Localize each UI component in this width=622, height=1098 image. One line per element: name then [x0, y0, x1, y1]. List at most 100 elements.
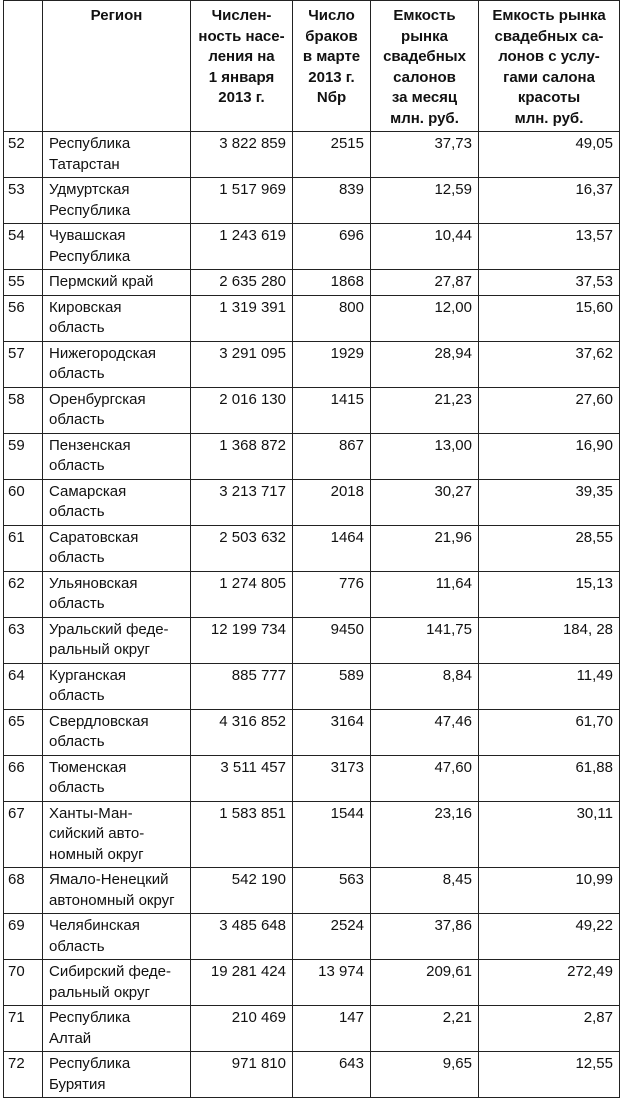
table-cell: 2 635 280 — [190, 269, 293, 296]
table-cell: 57 — [3, 340, 43, 388]
table-cell: 867 — [292, 432, 371, 480]
table-cell: 971 810 — [190, 1051, 293, 1098]
table-cell: Челябинская область — [42, 913, 191, 960]
table-cell: 15,60 — [478, 294, 620, 342]
table-cell: 3164 — [292, 708, 371, 756]
table-cell: 37,62 — [478, 340, 620, 388]
table-cell: Курганская область — [42, 662, 191, 710]
table-cell: 1 274 805 — [190, 570, 293, 618]
table-cell: Пензенская область — [42, 432, 191, 480]
table-row: 56 Кировская область 1 319 391 800 12,00 15,6… — [3, 294, 620, 342]
table-cell: 56 — [3, 294, 43, 342]
table-cell: 61,88 — [478, 754, 620, 802]
table-cell: 13 974 — [292, 959, 371, 1006]
table-cell: 563 — [292, 867, 371, 914]
table-cell: 69 — [3, 913, 43, 960]
table-cell: 61,70 — [478, 708, 620, 756]
table-cell: 272,49 — [478, 959, 620, 1006]
header-cell: Емкость рынка свадебных са- лонов с услу… — [478, 0, 620, 132]
table-cell: 2018 — [292, 478, 371, 526]
table-cell: 19 281 424 — [190, 959, 293, 1006]
table-cell: 37,53 — [478, 269, 620, 296]
header-row: Регион Числен- ность насе- ления на 1 янв… — [3, 0, 620, 132]
table-cell: 13,00 — [370, 432, 479, 480]
table-cell: Саратовская область — [42, 524, 191, 572]
table-cell: 10,99 — [478, 867, 620, 914]
table-row: 63 Уральский феде- ральный округ 12 199 73… — [3, 616, 620, 664]
table-cell: 58 — [3, 386, 43, 434]
table-cell: 209,61 — [370, 959, 479, 1006]
table-cell: 3 213 717 — [190, 478, 293, 526]
table-cell: Оренбургская область — [42, 386, 191, 434]
table-cell: 2 503 632 — [190, 524, 293, 572]
table-cell: 12,00 — [370, 294, 479, 342]
table-cell: Кировская область — [42, 294, 191, 342]
table-cell: Пермский край — [42, 269, 191, 296]
table-cell: 2524 — [292, 913, 371, 960]
table-cell: 9,65 — [370, 1051, 479, 1098]
table-cell: 54 — [3, 223, 43, 270]
table-row: 66 Тюменская область 3 511 457 3173 47,60 61,… — [3, 754, 620, 802]
table-cell: 28,55 — [478, 524, 620, 572]
table-cell: Самарская область — [42, 478, 191, 526]
table-cell: 37,86 — [370, 913, 479, 960]
table-cell: 885 777 — [190, 662, 293, 710]
header-cell: Емкость рынка свадебных салонов за месяц… — [370, 0, 479, 132]
table-cell: 1415 — [292, 386, 371, 434]
table-cell: 65 — [3, 708, 43, 756]
table-row: 58 Оренбургская область 2 016 130 1415 21,23… — [3, 386, 620, 434]
table-row: 67 Ханты-Ман- сийский авто- номный округ 1… — [3, 800, 620, 868]
table-cell: 210 469 — [190, 1005, 293, 1052]
table-cell: 8,84 — [370, 662, 479, 710]
table-cell: 63 — [3, 616, 43, 664]
table-cell: 13,57 — [478, 223, 620, 270]
table-cell: 1 368 872 — [190, 432, 293, 480]
table-cell: Республика Бурятия — [42, 1051, 191, 1098]
table-row: 53 Удмуртская Республика 1 517 969 839 12,59… — [3, 177, 620, 224]
header-cell: Числен- ность насе- ления на 1 января 20… — [190, 0, 293, 132]
table-cell: 2,21 — [370, 1005, 479, 1052]
table-cell: 2515 — [292, 131, 371, 178]
table-cell: 30,27 — [370, 478, 479, 526]
table-cell: 64 — [3, 662, 43, 710]
table-row: 59 Пензенская область 1 368 872 867 13,00 16,… — [3, 432, 620, 480]
table-cell: 67 — [3, 800, 43, 868]
table-row: 71 Республика Алтай 210 469 147 2,21 2,87 — [3, 1005, 620, 1052]
table-cell: 47,46 — [370, 708, 479, 756]
table-cell: 12,55 — [478, 1051, 620, 1098]
table-cell: 16,37 — [478, 177, 620, 224]
table-cell: Ульяновская область — [42, 570, 191, 618]
table-cell: 53 — [3, 177, 43, 224]
table-row: 69 Челябинская область 3 485 648 2524 37,86 4… — [3, 913, 620, 960]
table-cell: 184, 28 — [478, 616, 620, 664]
table-cell: 1 517 969 — [190, 177, 293, 224]
table-cell: 49,05 — [478, 131, 620, 178]
table-cell: Удмуртская Республика — [42, 177, 191, 224]
table-row: 61 Саратовская область 2 503 632 1464 21,96 2… — [3, 524, 620, 572]
table-cell: 55 — [3, 269, 43, 296]
table-cell: 16,90 — [478, 432, 620, 480]
table-cell: 1544 — [292, 800, 371, 868]
table-cell: 11,64 — [370, 570, 479, 618]
table-row: 70 Сибирский феде- ральный округ 19 281 42… — [3, 959, 620, 1006]
table-cell: 62 — [3, 570, 43, 618]
table-row: 64 Курганская область 885 777 589 8,84 11,49 — [3, 662, 620, 710]
table-cell: Тюменская область — [42, 754, 191, 802]
table-row: 72 Республика Бурятия 971 810 643 9,65 12,55 — [3, 1051, 620, 1098]
table-cell: Республика Алтай — [42, 1005, 191, 1052]
table-cell: Свердловская область — [42, 708, 191, 756]
table-cell: 66 — [3, 754, 43, 802]
table-cell: 589 — [292, 662, 371, 710]
table-cell: 23,16 — [370, 800, 479, 868]
table-cell: 68 — [3, 867, 43, 914]
table-cell: 52 — [3, 131, 43, 178]
table-cell: 47,60 — [370, 754, 479, 802]
table-cell: 2 016 130 — [190, 386, 293, 434]
table-cell: 839 — [292, 177, 371, 224]
table-body: 52 Республика Татарстан 3 822 859 2515 37,73… — [3, 131, 620, 1098]
table-cell: 776 — [292, 570, 371, 618]
table-cell: 10,44 — [370, 223, 479, 270]
table-cell: 39,35 — [478, 478, 620, 526]
table-cell: 27,87 — [370, 269, 479, 296]
table-cell: 27,60 — [478, 386, 620, 434]
